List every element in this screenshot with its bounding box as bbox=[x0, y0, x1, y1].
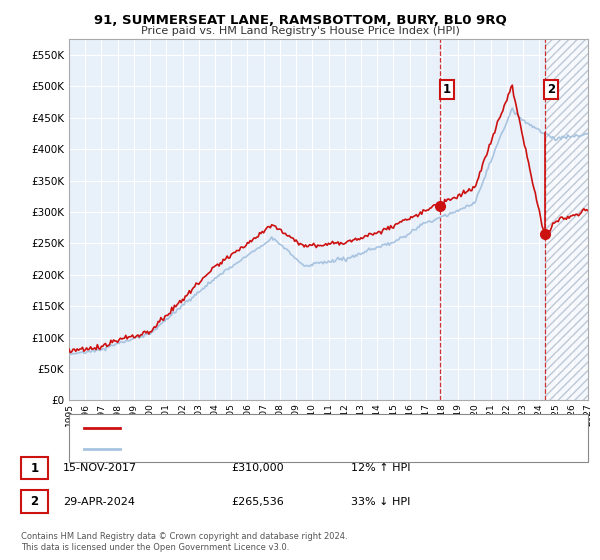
Text: 2: 2 bbox=[547, 82, 555, 96]
Text: HPI: Average price, detached house, Bury: HPI: Average price, detached house, Bury bbox=[129, 444, 332, 454]
Text: 1: 1 bbox=[443, 82, 451, 96]
Text: 33% ↓ HPI: 33% ↓ HPI bbox=[351, 497, 410, 507]
Text: £265,536: £265,536 bbox=[231, 497, 284, 507]
Text: 15-NOV-2017: 15-NOV-2017 bbox=[63, 463, 137, 473]
Text: 2: 2 bbox=[31, 495, 38, 508]
Text: 12% ↑ HPI: 12% ↑ HPI bbox=[351, 463, 410, 473]
Text: £310,000: £310,000 bbox=[231, 463, 284, 473]
Text: 29-APR-2024: 29-APR-2024 bbox=[63, 497, 135, 507]
Text: Price paid vs. HM Land Registry's House Price Index (HPI): Price paid vs. HM Land Registry's House … bbox=[140, 26, 460, 36]
Text: This data is licensed under the Open Government Licence v3.0.: This data is licensed under the Open Gov… bbox=[21, 543, 289, 552]
Text: 91, SUMMERSEAT LANE, RAMSBOTTOM, BURY, BL0 9RQ: 91, SUMMERSEAT LANE, RAMSBOTTOM, BURY, B… bbox=[94, 14, 506, 27]
Text: Contains HM Land Registry data © Crown copyright and database right 2024.: Contains HM Land Registry data © Crown c… bbox=[21, 532, 347, 541]
Text: 1: 1 bbox=[31, 461, 38, 474]
Text: 91, SUMMERSEAT LANE, RAMSBOTTOM, BURY, BL0 9RQ (detached house): 91, SUMMERSEAT LANE, RAMSBOTTOM, BURY, B… bbox=[129, 423, 490, 433]
